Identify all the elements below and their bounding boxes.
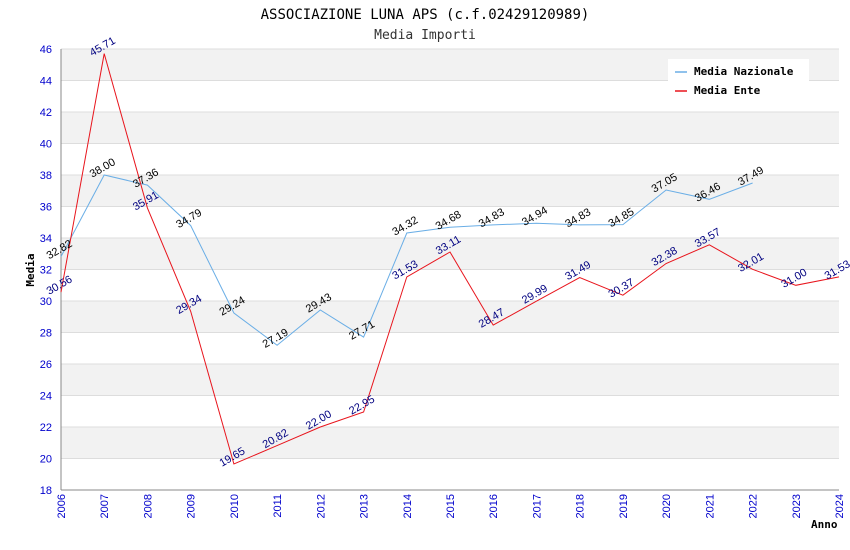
y-tick-label: 32: [40, 265, 52, 277]
chart-title: ASSOCIAZIONE LUNA APS (c.f.02429120989): [261, 7, 590, 23]
x-tick-label: 2022: [748, 494, 760, 518]
x-tick-label: 2015: [445, 494, 457, 518]
legend: Media Nazionale Media Ente: [668, 59, 809, 102]
y-tick-label: 18: [40, 485, 52, 497]
y-tick-label: 30: [40, 296, 52, 308]
plot-band: [61, 175, 839, 207]
x-tick-label: 2014: [402, 494, 414, 518]
plot-band: [61, 143, 839, 175]
x-tick-label: 2019: [618, 494, 630, 518]
x-tick-label: 2020: [661, 494, 673, 518]
x-tick-label: 2011: [272, 494, 284, 518]
y-tick-label: 42: [40, 107, 52, 119]
legend-box: [668, 59, 809, 102]
plot-bands: [61, 48, 839, 491]
y-tick-label: 34: [40, 233, 52, 245]
series-line-media-nazionale: [60, 174, 753, 346]
x-tick-label: 2008: [142, 494, 154, 518]
plot-band: [61, 112, 839, 144]
x-tick-label: 2007: [99, 494, 111, 518]
y-tick-labels: 18 20 22 24 26 28 30 32 34 36 38 40 42 44 46: [40, 44, 52, 497]
x-tick-label: 2012: [315, 494, 327, 518]
plot-band: [61, 301, 839, 333]
x-tick-label: 2006: [56, 494, 68, 518]
x-tick-label: 2017: [531, 494, 543, 518]
x-tick-label: 2009: [186, 494, 198, 518]
y-tick-label: 38: [40, 170, 52, 182]
plot-band: [61, 427, 839, 459]
series-line-media-ente: [60, 53, 840, 465]
y-tick-label: 26: [40, 359, 52, 371]
chart-subtitle: Media Importi: [374, 28, 476, 43]
y-tick-label: 36: [40, 202, 52, 214]
plot-band: [61, 458, 839, 490]
plot-band: [61, 364, 839, 396]
x-tick-label: 2018: [575, 494, 587, 518]
x-tick-label: 2024: [834, 494, 846, 518]
x-tick-labels: 2006 2007 2008 2009 2010 2011 2012 2013 2014 2015…: [56, 494, 846, 518]
y-axis-label: Media: [24, 253, 37, 286]
plot-band: [61, 206, 839, 238]
x-tick-label: 2016: [488, 494, 500, 518]
y-tick-label: 28: [40, 328, 52, 340]
x-tick-label: 2010: [229, 494, 241, 518]
x-tick-label: 2023: [791, 494, 803, 518]
plot-band: [61, 238, 839, 270]
y-tick-label: 40: [40, 139, 52, 151]
x-tick-label: 2021: [704, 494, 716, 518]
legend-label-media-ente: Media Ente: [694, 84, 761, 97]
plot-band: [61, 269, 839, 301]
y-tick-label: 20: [40, 454, 52, 466]
x-tick-label: 2013: [359, 494, 371, 518]
legend-label-media-nazionale: Media Nazionale: [694, 65, 794, 78]
y-tick-label: 22: [40, 422, 52, 434]
plot-band: [61, 395, 839, 427]
y-tick-label: 24: [40, 391, 52, 403]
axes: [60, 49, 839, 491]
x-axis-label: Anno: [811, 518, 838, 531]
plot-band: [61, 332, 839, 364]
y-tick-label: 44: [40, 76, 52, 88]
series-lines: [60, 53, 840, 465]
y-tick-label: 46: [40, 44, 52, 56]
